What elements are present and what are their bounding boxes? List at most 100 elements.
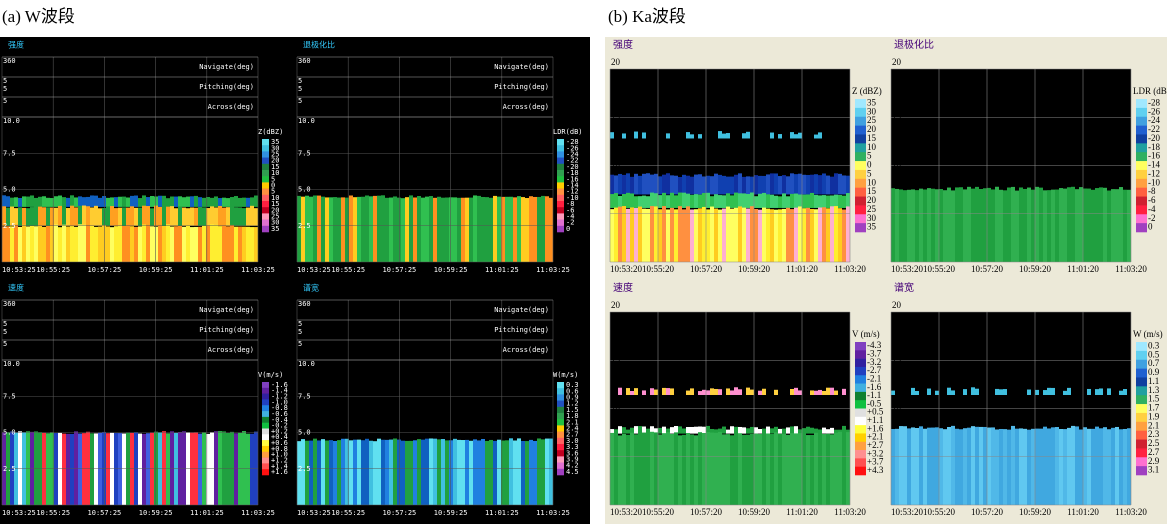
data-fill xyxy=(742,177,746,195)
data-fill xyxy=(1019,187,1023,262)
colorbar-swatch xyxy=(855,417,866,426)
colorbar-swatch xyxy=(557,151,564,158)
data-fill xyxy=(182,431,186,505)
data-fill xyxy=(826,196,830,208)
data-fill xyxy=(818,132,822,138)
data-fill xyxy=(246,434,250,505)
data-fill xyxy=(234,227,238,262)
data-fill xyxy=(798,194,802,208)
data-fill xyxy=(505,197,509,262)
data-fill xyxy=(658,435,662,505)
data-fill xyxy=(66,208,70,226)
data-fill xyxy=(170,227,174,262)
data-fill xyxy=(830,134,834,138)
colorbar-swatch xyxy=(262,382,269,388)
data-fill xyxy=(186,197,190,207)
x-tick-label: 11:01:20 xyxy=(786,264,818,274)
data-fill xyxy=(1091,429,1095,505)
data-fill xyxy=(254,432,258,505)
x-tick-label: 10:57:25 xyxy=(88,509,122,517)
colorbar-swatch xyxy=(557,456,564,463)
data-fill xyxy=(1027,188,1031,262)
data-fill xyxy=(626,388,630,395)
data-fill xyxy=(54,208,58,226)
y-label: 15 xyxy=(892,111,902,121)
x-tick-label: 10:53:25 xyxy=(2,509,36,517)
colorbar-label: 0 xyxy=(1148,222,1153,232)
data-fill xyxy=(429,196,433,262)
y-label: 10.0 xyxy=(298,117,315,125)
colorbar-swatch xyxy=(262,151,269,158)
data-fill xyxy=(722,176,726,195)
subplot-title: 强度 xyxy=(613,38,633,51)
data-fill xyxy=(477,196,481,262)
data-fill xyxy=(150,208,154,225)
data-fill xyxy=(766,209,770,262)
data-fill xyxy=(1083,189,1087,262)
data-fill xyxy=(694,194,698,208)
x-tick-label: 10:59:25 xyxy=(434,509,468,517)
colorbar-swatch xyxy=(262,429,269,435)
data-fill xyxy=(923,389,927,395)
data-fill xyxy=(1055,190,1059,262)
x-tick-label: 11:03:20 xyxy=(1115,264,1147,274)
data-fill xyxy=(130,206,134,225)
colorbar-swatch xyxy=(855,117,866,126)
data-fill xyxy=(834,173,838,194)
data-fill xyxy=(513,441,517,505)
data-fill xyxy=(630,193,634,207)
x-tick-label: 10:57:20 xyxy=(690,264,723,274)
data-fill xyxy=(234,207,238,226)
colorbar-swatch xyxy=(1136,404,1147,413)
colorbar-swatch xyxy=(262,452,269,458)
data-fill xyxy=(549,198,553,262)
y-label: 360 xyxy=(298,57,311,65)
data-fill xyxy=(758,434,762,505)
data-fill xyxy=(1079,430,1083,505)
data-fill xyxy=(98,208,102,225)
data-fill xyxy=(377,196,381,262)
data-fill xyxy=(682,391,686,395)
data-fill xyxy=(401,198,405,262)
colorbar-swatch xyxy=(1136,457,1147,466)
data-fill xyxy=(634,132,638,139)
data-fill xyxy=(778,176,782,194)
data-fill xyxy=(94,433,98,505)
data-fill xyxy=(722,427,726,434)
data-fill xyxy=(790,132,794,138)
colorbar-swatch xyxy=(1136,413,1147,422)
data-fill xyxy=(786,391,790,395)
data-fill xyxy=(162,206,166,226)
data-fill xyxy=(114,208,118,226)
data-fill xyxy=(690,388,694,395)
data-fill xyxy=(325,441,329,505)
data-fill xyxy=(34,207,38,226)
data-fill xyxy=(357,197,361,262)
data-fill xyxy=(686,176,690,195)
data-fill xyxy=(178,226,182,262)
data-fill xyxy=(210,198,214,207)
data-fill xyxy=(94,196,98,207)
data-fill xyxy=(517,438,521,505)
colorbar-swatch xyxy=(855,375,866,384)
data-fill xyxy=(1123,190,1127,262)
data-fill xyxy=(509,197,513,262)
data-fill xyxy=(46,207,50,225)
data-fill xyxy=(714,134,718,138)
data-fill xyxy=(682,193,686,208)
y-label: 7.5 xyxy=(298,392,311,400)
data-fill xyxy=(678,131,682,139)
data-fill xyxy=(174,197,178,207)
data-fill xyxy=(122,434,126,505)
data-fill xyxy=(18,198,22,207)
data-fill xyxy=(525,198,529,262)
data-fill xyxy=(238,207,242,225)
data-fill xyxy=(750,133,754,138)
data-fill xyxy=(38,197,42,207)
data-fill xyxy=(622,434,626,505)
data-fill xyxy=(138,226,142,262)
colorbar-swatch xyxy=(557,176,564,183)
colorbar-swatch xyxy=(262,411,269,417)
data-fill xyxy=(686,206,690,262)
data-fill xyxy=(971,387,975,395)
